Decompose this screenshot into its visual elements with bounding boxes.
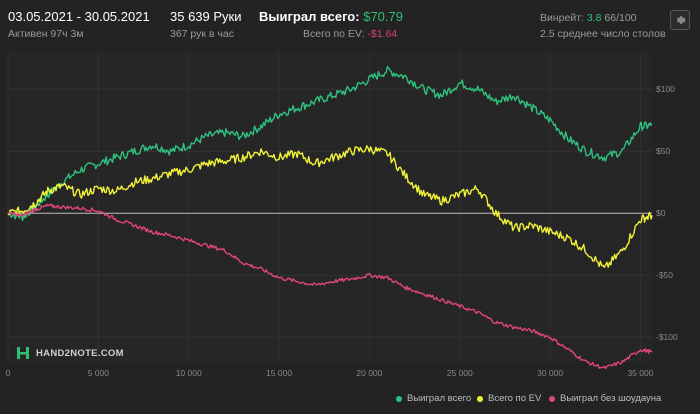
legend-label-won: Выиграл всего	[407, 393, 472, 404]
gear-icon	[676, 16, 686, 24]
series-line-ev	[7, 145, 653, 268]
won-total-label: Выиграл всего:	[259, 9, 360, 24]
winrate-rest: 66/100	[604, 12, 637, 24]
x-tick-label: 5 000	[88, 368, 110, 378]
won-total: Выиграл всего: $70.79	[259, 9, 403, 24]
x-tick-label: 30 000	[537, 368, 563, 378]
y-tick-label: $100	[656, 84, 675, 94]
y-tick-label: $50	[656, 146, 670, 156]
date-range: 03.05.2021 - 30.05.2021	[8, 9, 150, 24]
winrate-value: 3.8	[586, 12, 602, 24]
x-tick-label: 10 000	[176, 368, 202, 378]
hands-count: 35 639 Руки	[170, 9, 242, 24]
legend-dot-won	[396, 395, 402, 402]
x-tick-label: 35 000	[627, 368, 653, 378]
legend-item-won[interactable]: Выиграл всего	[396, 393, 471, 404]
legend-item-ev[interactable]: Всего по EV	[477, 393, 541, 404]
winrate: Винрейт: 3.8 66/100	[540, 12, 637, 24]
active-time: Активен 97ч 3м	[8, 28, 84, 40]
y-tick-label: $0	[656, 208, 666, 218]
logo-text: HAND2NOTE.COM	[36, 347, 124, 359]
legend-label-showdown: Выиграл без шоудауна	[560, 393, 662, 404]
x-tick-label: 25 000	[447, 368, 473, 378]
ev-value: -$1.64	[367, 28, 398, 40]
series-line-won	[7, 65, 653, 222]
series-line-showdown	[7, 203, 653, 370]
hands-per-hour: 367 рук в час	[170, 28, 234, 40]
ev-label: Всего по EV:	[303, 28, 365, 40]
winrate-label: Винрейт:	[540, 12, 584, 24]
plot-area	[8, 52, 652, 362]
logo: HAND2NOTE.COM	[16, 346, 124, 360]
profit-chart: 0 5 000 10 000 15 000 20 000 25 000 30 000 35 0…	[6, 52, 678, 378]
x-tick-label: 0	[6, 368, 11, 378]
won-total-value: $70.79	[363, 9, 403, 24]
x-tick-label: 15 000	[266, 368, 292, 378]
stats-header: 03.05.2021 - 30.05.2021 Активен 97ч 3м 3…	[0, 0, 700, 44]
legend-dot-showdown	[549, 395, 555, 402]
y-tick-label: -$100	[656, 332, 678, 342]
x-tick-label: 20 000	[356, 368, 382, 378]
avg-tables: 2.5 среднее число столов	[540, 28, 666, 40]
legend-item-showdown[interactable]: Выиграл без шоудауна	[549, 393, 661, 404]
ev-total: Всего по EV: -$1.64	[303, 28, 397, 40]
settings-button[interactable]	[670, 10, 690, 30]
legend-label-ev: Всего по EV	[488, 393, 542, 404]
legend-dot-ev	[477, 395, 483, 402]
hand2note-logo-icon	[17, 347, 29, 359]
y-tick-label: -$50	[656, 270, 673, 280]
